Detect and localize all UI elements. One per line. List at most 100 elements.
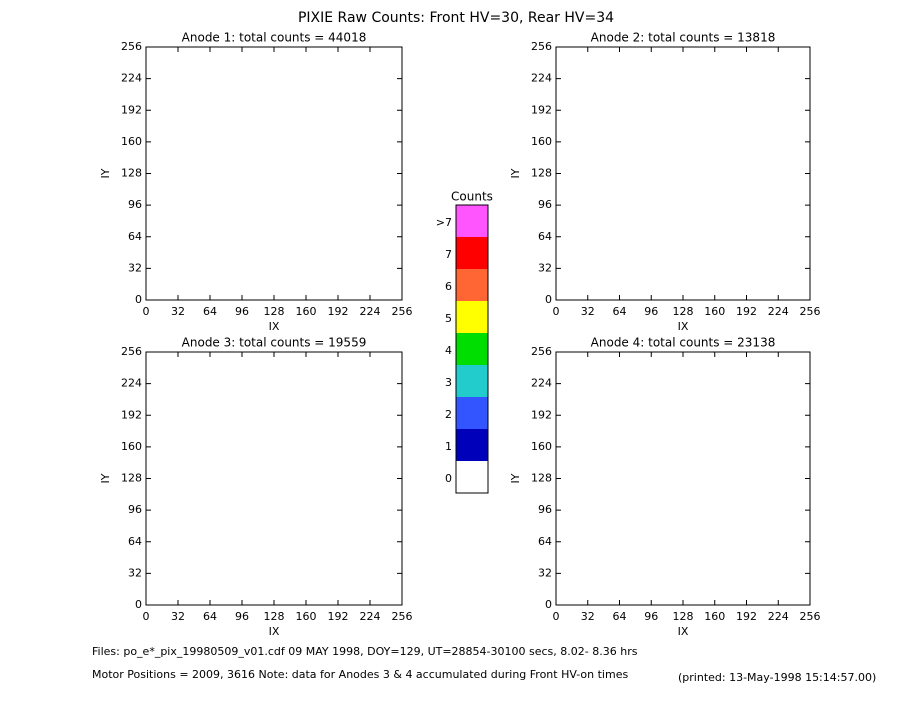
x-tick-label: 160 [296,610,317,623]
y-tick-label: 64 [538,535,552,548]
y-tick-label: 160 [121,135,142,148]
y-tick-label: 0 [135,293,142,306]
x-tick-label: 128 [264,305,285,318]
colorbar-swatch [456,461,488,493]
colorbar-swatch [456,333,488,365]
x-tick-label: 64 [613,305,627,318]
colorbar-label: 3 [445,376,452,389]
x-tick-label: 224 [360,305,381,318]
x-tick-label: 256 [800,610,821,623]
colorbar-swatch [456,269,488,301]
panel-title: Anode 2: total counts = 13818 [591,31,776,45]
x-tick-label: 128 [673,610,694,623]
x-axis-label: IX [678,320,689,333]
colorbar-swatch [456,205,488,237]
y-tick-label: 224 [531,377,552,390]
y-tick-label: 224 [531,72,552,85]
x-tick-label: 0 [143,305,150,318]
x-tick-label: 192 [328,305,349,318]
y-tick-label: 256 [531,345,552,358]
y-tick-label: 160 [121,440,142,453]
colorbar-swatch [456,397,488,429]
colorbar-swatch [456,429,488,461]
plot-area [145,351,403,606]
y-axis-label: IY [99,473,112,483]
y-tick-label: 192 [121,408,142,421]
x-tick-label: 32 [171,305,185,318]
colorbar-label: 7 [445,248,452,261]
x-tick-label: 64 [203,610,217,623]
x-tick-label: 96 [235,305,249,318]
x-tick-label: 96 [644,305,658,318]
y-tick-label: 192 [531,103,552,116]
x-tick-label: 64 [203,305,217,318]
y-tick-label: 128 [121,167,142,180]
y-axis-label: IY [509,473,522,483]
plot-area [555,46,811,301]
panel-title: Anode 1: total counts = 44018 [182,31,367,45]
x-tick-label: 0 [143,610,150,623]
y-tick-label: 0 [545,598,552,611]
y-tick-label: 96 [128,198,142,211]
y-tick-label: 128 [531,472,552,485]
y-tick-label: 160 [531,440,552,453]
panel-title: Anode 4: total counts = 23138 [591,336,776,350]
x-tick-label: 224 [360,610,381,623]
y-tick-label: 64 [128,230,142,243]
x-tick-label: 32 [581,305,595,318]
colorbar-label: 4 [445,344,452,357]
x-tick-label: 160 [704,610,725,623]
colorbar-label: 1 [445,440,452,453]
y-tick-label: 128 [121,472,142,485]
y-tick-label: 256 [531,40,552,53]
y-tick-label: 224 [121,72,142,85]
x-tick-label: 128 [264,610,285,623]
footer-motor: Motor Positions = 2009, 3616 Note: data … [92,668,628,681]
x-axis-label: IX [269,625,280,638]
colorbar-frame [455,204,489,494]
y-tick-label: 32 [128,261,142,274]
y-tick-label: 256 [121,345,142,358]
y-axis-label: IY [509,168,522,178]
y-tick-label: 192 [531,408,552,421]
y-tick-label: 32 [128,566,142,579]
footer-files: Files: po_e*_pix_19980509_v01.cdf 09 MAY… [92,645,638,658]
colorbar-label: 2 [445,408,452,421]
x-tick-label: 224 [768,305,789,318]
y-tick-label: 64 [128,535,142,548]
y-tick-label: 32 [538,566,552,579]
plot-area [555,351,811,606]
colorbar-label: >7 [436,216,452,229]
x-tick-label: 160 [296,305,317,318]
x-tick-label: 32 [171,610,185,623]
colorbar-label: 5 [445,312,452,325]
y-tick-label: 256 [121,40,142,53]
y-tick-label: 96 [538,503,552,516]
x-tick-label: 224 [768,610,789,623]
y-tick-label: 128 [531,167,552,180]
y-tick-label: 0 [545,293,552,306]
x-tick-label: 96 [644,610,658,623]
colorbar-title: Counts [451,190,493,204]
x-tick-label: 128 [673,305,694,318]
y-tick-label: 96 [128,503,142,516]
y-tick-label: 192 [121,103,142,116]
y-tick-label: 160 [531,135,552,148]
x-tick-label: 192 [328,610,349,623]
page-title: PIXIE Raw Counts: Front HV=30, Rear HV=3… [298,10,614,26]
x-tick-label: 256 [392,610,413,623]
colorbar-label: 6 [445,280,452,293]
x-axis-label: IX [269,320,280,333]
x-tick-label: 64 [613,610,627,623]
x-tick-label: 96 [235,610,249,623]
panel-title: Anode 3: total counts = 19559 [182,336,367,350]
plot-area [145,46,403,301]
x-tick-label: 192 [736,305,757,318]
colorbar-swatch [456,237,488,269]
y-tick-label: 96 [538,198,552,211]
y-tick-label: 32 [538,261,552,274]
x-axis-label: IX [678,625,689,638]
colorbar-swatch [456,301,488,333]
x-tick-label: 0 [553,610,560,623]
